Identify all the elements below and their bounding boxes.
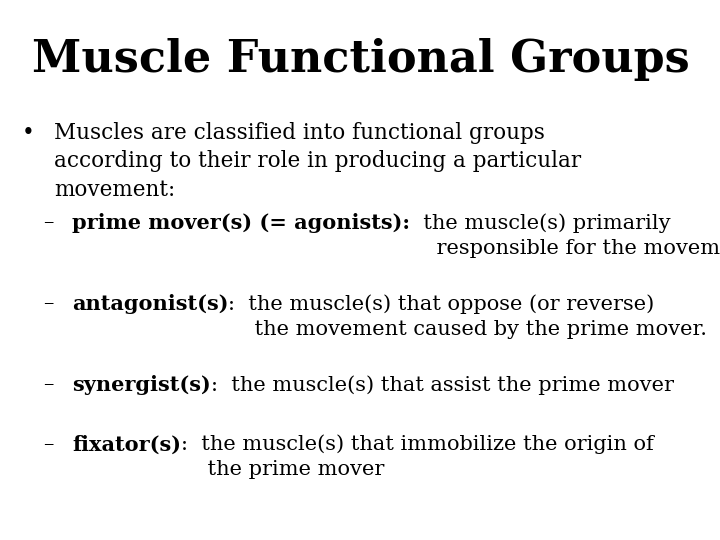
Text: :  the muscle(s) that oppose (or reverse)
    the movement caused by the prime m: : the muscle(s) that oppose (or reverse)…	[228, 294, 708, 339]
Text: :  the muscle(s) that assist the prime mover: : the muscle(s) that assist the prime mo…	[211, 375, 674, 395]
Text: •: •	[22, 122, 35, 144]
Text: prime mover(s) (= agonists):: prime mover(s) (= agonists):	[72, 213, 410, 233]
Text: synergist(s): synergist(s)	[72, 375, 211, 395]
Text: fixator(s): fixator(s)	[72, 435, 181, 455]
Text: :  the muscle(s) that immobilize the origin of
    the prime mover: : the muscle(s) that immobilize the orig…	[181, 435, 654, 480]
Text: the muscle(s) primarily
    responsible for the movement: the muscle(s) primarily responsible for …	[410, 213, 720, 258]
Text: –: –	[43, 375, 53, 394]
Text: Muscles are classified into functional groups
according to their role in produci: Muscles are classified into functional g…	[54, 122, 581, 201]
Text: antagonist(s): antagonist(s)	[72, 294, 228, 314]
Text: –: –	[43, 435, 53, 454]
Text: Muscle Functional Groups: Muscle Functional Groups	[32, 38, 690, 81]
Text: –: –	[43, 213, 53, 232]
Text: –: –	[43, 294, 53, 313]
